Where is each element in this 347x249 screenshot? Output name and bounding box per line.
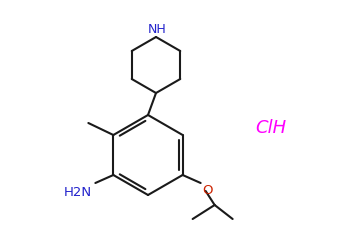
Text: NH: NH [147, 23, 166, 36]
Text: ClH: ClH [255, 119, 286, 137]
Text: H2N: H2N [64, 186, 92, 199]
Text: O: O [203, 184, 213, 197]
